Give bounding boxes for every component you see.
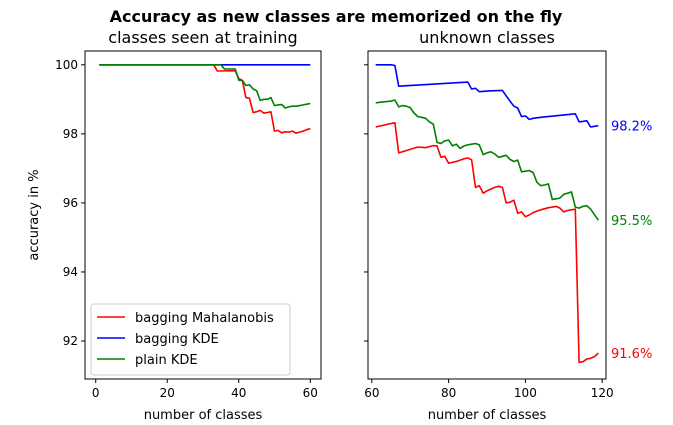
- y-tick-label: 94: [63, 265, 78, 279]
- legend: bagging Mahalanobis bagging KDE plain KDE: [90, 303, 291, 376]
- y-axis-label: accuracy in %: [27, 169, 42, 260]
- x-tick-label: 80: [441, 386, 456, 400]
- series-line-plain-kde: [99, 64, 311, 109]
- end-value-label: 98.2%: [611, 120, 652, 135]
- axes-frame: [84, 50, 322, 380]
- x-axis-label: number of classes: [428, 408, 547, 423]
- legend-entry: plain KDE: [135, 353, 198, 368]
- end-value-label: 95.5%: [611, 214, 652, 229]
- legend-entry: bagging KDE: [135, 332, 219, 347]
- y-tick-label: 98: [63, 127, 78, 141]
- series-line-series-1: [375, 64, 599, 128]
- x-tick-label: 20: [160, 386, 175, 400]
- x-tick-label: 120: [591, 386, 614, 400]
- y-tick-label: 92: [63, 334, 78, 348]
- plot-classes-seen-at-training: classes seen at training 0 20 40 60 92 94 96 98 1…: [27, 28, 322, 423]
- x-axis-label: number of classes: [144, 408, 263, 423]
- panel-title: unknown classes: [419, 28, 555, 47]
- y-tick-label: 100: [55, 58, 78, 72]
- x-tick-label: 60: [364, 386, 379, 400]
- end-value-label: 91.6%: [611, 347, 652, 362]
- axes-frame: [367, 50, 607, 380]
- legend-box: [90, 303, 291, 376]
- figure-title: Accuracy as new classes are memorized on…: [110, 7, 563, 26]
- x-tick-label: 100: [514, 386, 537, 400]
- plot-unknown-classes: unknown classes 91.6% 98.2% 95.5% 60 80 100 120…: [364, 28, 652, 423]
- x-tick-label: 60: [303, 386, 318, 400]
- legend-entry: bagging Mahalanobis: [135, 311, 274, 326]
- x-tick-label: 40: [231, 386, 246, 400]
- series-line-series-2: [375, 99, 599, 221]
- x-tick-label: 0: [92, 386, 100, 400]
- panel-title: classes seen at training: [108, 28, 297, 47]
- series-line-series-0: [375, 122, 599, 364]
- y-tick-label: 96: [63, 196, 78, 210]
